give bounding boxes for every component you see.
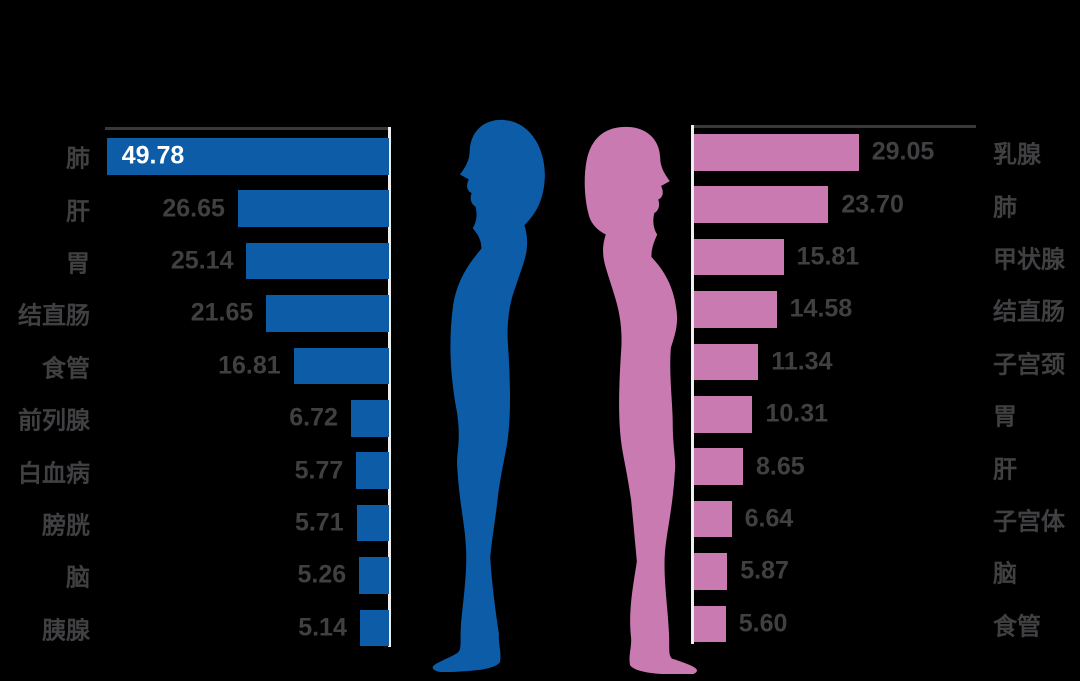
female-bar [694,238,784,276]
female-value-label: 6.64 [744,504,794,533]
male-bar [266,295,389,332]
male-chart-baseline [388,127,391,647]
female-category-label: 脑 [993,560,1017,588]
female-category-label: 甲状腺 [993,246,1065,274]
female-value-label: 10.31 [765,399,829,428]
female-bar [694,291,777,328]
female-category-label: 肺 [993,194,1017,222]
female-value-label: 23.70 [841,190,904,219]
female-bar [694,553,728,590]
female-bar [694,343,759,381]
male-bar [359,609,389,647]
male-value-label: 16.81 [218,351,281,380]
female-silhouette-icon [584,126,698,674]
male-bar [356,452,389,489]
male-bar [106,138,389,175]
female-value-label: 15.81 [796,242,860,271]
female-bar [694,396,753,433]
male-category-label: 膀胱 [42,512,90,540]
male-value-label: 5.77 [294,456,344,485]
male-value-label: 26.65 [162,194,225,223]
female-category-label: 肝 [993,456,1017,484]
female-silhouette-path [584,126,698,674]
male-category-label: 结直肠 [18,302,90,330]
female-value-label: 5.87 [740,556,789,585]
female-value-label: 29.05 [871,137,935,166]
male-bar [246,242,389,280]
female-value-label: 11.34 [771,347,833,376]
female-category-label: 子宫体 [993,508,1065,536]
female-category-label: 子宫颈 [993,351,1065,379]
female-category-label: 乳腺 [993,141,1041,169]
female-value-label: 5.60 [738,609,788,638]
male-category-label: 胰腺 [42,617,90,645]
male-value-label: 25.14 [170,246,234,275]
male-silhouette-path [432,119,545,672]
female-chart-top-axis-line [691,125,976,128]
male-category-label: 食管 [42,355,90,383]
female-bar [694,605,726,643]
male-value-label: 21.65 [190,298,254,327]
female-value-label: 8.65 [756,452,805,481]
male-value-label: 49.78 [121,141,185,170]
male-bar [356,504,389,542]
female-chart-baseline [691,125,694,644]
male-category-label: 胃 [66,250,90,278]
female-category-label: 胃 [993,403,1017,431]
female-value-label: 14.58 [789,294,853,323]
female-bar [694,448,744,485]
male-category-label: 白血病 [18,460,90,488]
male-category-label: 前列腺 [18,407,90,435]
female-category-label: 结直肠 [993,298,1065,326]
male-value-label: 6.72 [289,403,338,432]
male-bar [293,347,389,385]
female-category-label: 食管 [993,613,1041,641]
male-value-label: 5.14 [298,613,347,642]
male-chart-top-axis-line [105,127,389,130]
male-bar [350,400,389,437]
male-category-label: 肝 [66,198,90,226]
female-bar [694,186,829,223]
female-bar [694,500,732,538]
male-bar [237,190,389,227]
male-value-label: 5.71 [294,508,344,537]
male-category-label: 脑 [66,564,90,592]
female-bar [694,134,859,171]
male-bar [359,557,389,594]
male-category-label: 肺 [66,145,90,173]
male-value-label: 5.26 [297,560,347,589]
male-silhouette-icon [432,119,545,672]
